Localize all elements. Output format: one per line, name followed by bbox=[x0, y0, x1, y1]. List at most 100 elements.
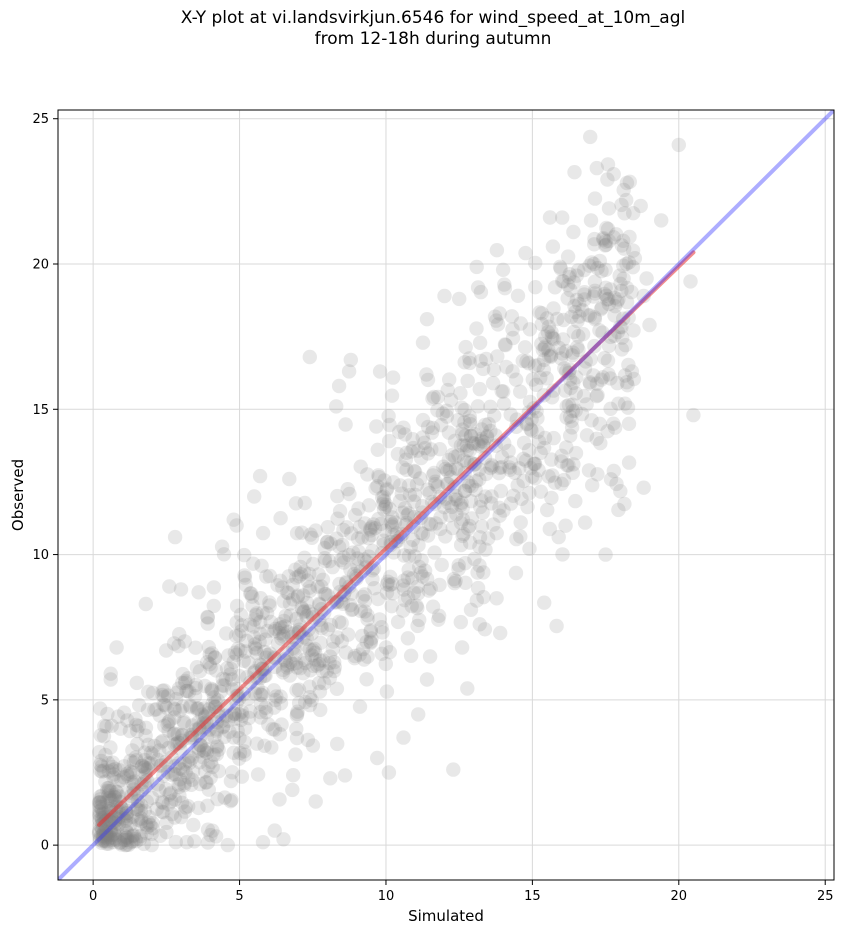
data-point bbox=[419, 367, 434, 382]
data-point bbox=[255, 525, 271, 541]
data-point bbox=[156, 805, 171, 820]
data-point bbox=[134, 758, 150, 774]
data-point bbox=[291, 569, 307, 584]
data-point bbox=[172, 735, 187, 751]
data-point bbox=[462, 443, 477, 458]
data-point bbox=[610, 375, 625, 391]
data-point bbox=[338, 417, 353, 432]
data-point bbox=[108, 761, 123, 777]
data-point bbox=[229, 598, 245, 614]
data-point bbox=[107, 831, 122, 846]
data-point bbox=[422, 649, 438, 664]
data-point bbox=[364, 527, 379, 543]
data-point bbox=[145, 821, 160, 836]
reference-lines bbox=[58, 110, 834, 880]
data-point bbox=[469, 321, 484, 336]
data-point bbox=[118, 813, 134, 828]
data-point bbox=[123, 764, 138, 779]
data-point bbox=[524, 423, 539, 438]
data-point bbox=[254, 558, 269, 573]
data-point bbox=[308, 652, 323, 667]
data-point bbox=[520, 416, 535, 431]
data-point bbox=[462, 535, 478, 550]
data-point bbox=[258, 668, 273, 683]
data-point bbox=[431, 608, 447, 623]
data-point bbox=[237, 744, 252, 759]
data-point bbox=[603, 371, 618, 386]
data-point bbox=[568, 304, 583, 320]
data-point bbox=[538, 339, 553, 354]
data-point bbox=[397, 501, 413, 516]
data-point bbox=[152, 783, 167, 798]
data-point bbox=[405, 432, 420, 447]
data-point bbox=[126, 829, 141, 844]
data-point bbox=[410, 579, 425, 594]
data-point bbox=[586, 256, 602, 272]
data-point bbox=[322, 649, 338, 664]
data-point bbox=[527, 456, 542, 471]
data-point bbox=[217, 678, 232, 693]
data-point bbox=[642, 317, 657, 333]
data-point bbox=[556, 274, 571, 289]
data-point bbox=[464, 511, 479, 526]
data-point bbox=[385, 517, 400, 532]
data-point bbox=[619, 294, 635, 310]
data-point bbox=[435, 406, 450, 421]
data-point bbox=[253, 704, 268, 720]
data-point bbox=[119, 830, 134, 845]
data-point bbox=[101, 764, 117, 779]
data-point bbox=[172, 761, 188, 776]
data-point bbox=[508, 372, 524, 387]
data-point bbox=[331, 614, 347, 629]
data-point bbox=[95, 828, 111, 843]
data-point bbox=[288, 562, 303, 577]
data-point bbox=[535, 342, 550, 357]
data-point bbox=[607, 308, 622, 323]
data-point bbox=[486, 517, 501, 532]
data-point bbox=[365, 571, 380, 587]
data-point bbox=[95, 833, 110, 849]
data-point bbox=[118, 829, 133, 844]
data-point bbox=[571, 263, 586, 278]
data-point bbox=[412, 612, 427, 628]
data-point bbox=[301, 604, 316, 619]
data-point bbox=[457, 484, 473, 499]
data-point bbox=[295, 602, 310, 617]
data-point bbox=[434, 557, 449, 573]
data-point bbox=[544, 329, 559, 344]
data-point bbox=[445, 447, 460, 463]
data-point bbox=[252, 468, 268, 484]
data-point bbox=[503, 407, 518, 422]
data-point bbox=[282, 668, 298, 683]
data-point bbox=[438, 461, 453, 477]
data-point bbox=[306, 658, 321, 674]
data-point bbox=[335, 537, 350, 553]
data-point bbox=[382, 645, 397, 660]
data-point bbox=[91, 824, 107, 839]
data-point bbox=[179, 835, 194, 850]
data-point bbox=[226, 730, 241, 745]
data-point bbox=[359, 672, 374, 687]
data-point bbox=[456, 438, 471, 453]
data-point bbox=[460, 474, 475, 490]
data-point bbox=[175, 699, 190, 714]
data-point bbox=[492, 306, 507, 321]
data-point bbox=[227, 706, 242, 722]
data-point bbox=[589, 160, 604, 176]
data-point bbox=[224, 708, 240, 723]
data-point bbox=[192, 664, 208, 679]
data-point bbox=[116, 832, 132, 848]
data-point bbox=[439, 409, 455, 424]
data-point bbox=[467, 551, 482, 567]
data-point bbox=[276, 594, 291, 609]
x-tick-label: 5 bbox=[235, 889, 243, 904]
data-point bbox=[280, 658, 295, 673]
data-point bbox=[461, 478, 477, 493]
data-point bbox=[406, 585, 422, 600]
data-point bbox=[205, 696, 220, 711]
data-point bbox=[489, 243, 505, 258]
data-point bbox=[400, 570, 416, 585]
data-point bbox=[478, 489, 493, 504]
data-point bbox=[468, 482, 483, 498]
data-point bbox=[448, 488, 463, 503]
